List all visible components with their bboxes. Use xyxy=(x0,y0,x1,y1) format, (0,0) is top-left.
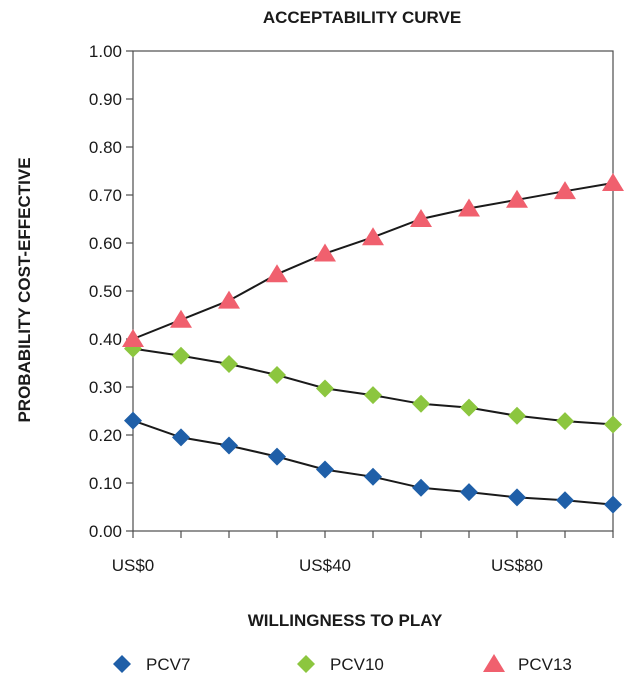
series-pcv13 xyxy=(122,173,624,347)
legend-marker-pcv7 xyxy=(113,655,131,673)
data-point-pcv7 xyxy=(508,488,526,507)
y-tick-label: 0.90 xyxy=(89,90,122,109)
y-tick-label: 0.40 xyxy=(89,330,122,349)
data-point-pcv13 xyxy=(602,173,624,191)
data-point-pcv13 xyxy=(170,309,192,328)
y-tick-label: 0.10 xyxy=(89,474,122,493)
data-point-pcv13 xyxy=(458,198,480,217)
data-point-pcv13 xyxy=(554,181,576,200)
x-axis-ticks: US$0 US$40 US$80 xyxy=(112,531,614,575)
data-point-pcv7 xyxy=(124,411,142,430)
legend-item-pcv10: PCV10 xyxy=(297,655,384,674)
legend-label-pcv13: PCV13 xyxy=(518,655,572,674)
data-point-pcv7 xyxy=(268,447,286,466)
legend-marker-pcv10 xyxy=(297,655,315,673)
data-point-pcv13 xyxy=(266,264,288,283)
legend-item-pcv7: PCV7 xyxy=(113,655,190,674)
plot-frame xyxy=(132,50,614,532)
data-point-pcv10 xyxy=(172,346,190,365)
data-point-pcv7 xyxy=(460,483,478,502)
series-line-pcv13 xyxy=(132,182,614,340)
y-tick-label: 0.20 xyxy=(89,426,122,445)
series-layer xyxy=(122,173,624,514)
data-point-pcv7 xyxy=(172,428,190,447)
y-tick-label: 1.00 xyxy=(89,42,122,61)
data-point-pcv10 xyxy=(268,366,286,384)
data-point-pcv13 xyxy=(506,189,528,208)
data-point-pcv7 xyxy=(316,460,334,479)
data-point-pcv7 xyxy=(604,495,622,514)
x-tick-label: US$40 xyxy=(299,556,351,575)
data-point-pcv7 xyxy=(556,491,574,510)
data-point-pcv13 xyxy=(410,209,432,227)
y-tick-label: 0.80 xyxy=(89,138,122,157)
y-tick-label: 0.30 xyxy=(89,378,122,397)
x-tick-label: US$80 xyxy=(491,556,543,575)
x-axis-title: WILLINGNESS TO PLAY xyxy=(248,611,443,630)
series-pcv7 xyxy=(124,411,622,514)
data-point-pcv10 xyxy=(316,379,334,398)
series-pcv10 xyxy=(124,339,622,434)
data-point-pcv7 xyxy=(412,478,430,497)
legend-label-pcv10: PCV10 xyxy=(330,655,384,674)
data-point-pcv13 xyxy=(362,227,384,246)
axes xyxy=(132,50,614,532)
series-line-pcv7 xyxy=(132,419,614,506)
chart-title: ACCEPTABILITY CURVE xyxy=(263,8,461,27)
legend: PCV7 PCV10 PCV13 xyxy=(113,654,572,674)
legend-item-pcv13: PCV13 xyxy=(483,654,572,674)
data-point-pcv10 xyxy=(508,406,526,425)
y-tick-label: 0.50 xyxy=(89,282,122,301)
y-tick-label: 0.60 xyxy=(89,234,122,253)
data-point-pcv10 xyxy=(556,412,574,431)
y-tick-label: 0.70 xyxy=(89,186,122,205)
data-point-pcv7 xyxy=(220,436,238,455)
data-point-pcv13 xyxy=(122,329,144,347)
data-point-pcv10 xyxy=(604,415,622,434)
data-point-pcv13 xyxy=(314,243,336,262)
legend-label-pcv7: PCV7 xyxy=(146,655,190,674)
data-point-pcv10 xyxy=(220,354,238,373)
y-tick-label: 0.00 xyxy=(89,522,122,541)
y-axis-title: PROBABILITY COST-EFFECTIVE xyxy=(15,157,34,422)
data-point-pcv10 xyxy=(460,398,478,417)
y-axis-ticks: 0.00 0.10 0.20 0.30 0.40 0.50 0.60 0.70 0.80 0.90… xyxy=(89,42,133,541)
data-point-pcv10 xyxy=(412,394,430,413)
data-point-pcv7 xyxy=(364,467,382,486)
x-tick-label: US$0 xyxy=(112,556,155,575)
legend-marker-pcv13 xyxy=(483,654,505,672)
data-point-pcv10 xyxy=(364,386,382,405)
data-point-pcv13 xyxy=(218,290,240,309)
